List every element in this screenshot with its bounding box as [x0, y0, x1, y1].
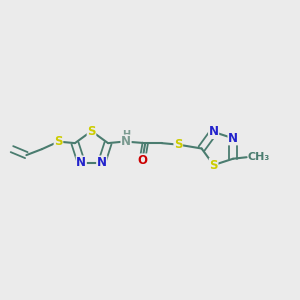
Text: N: N: [97, 156, 107, 169]
Text: O: O: [137, 154, 147, 167]
Text: N: N: [228, 132, 238, 145]
Text: N: N: [121, 135, 131, 148]
Text: S: S: [54, 135, 63, 148]
Text: CH₃: CH₃: [247, 152, 269, 162]
Text: S: S: [174, 138, 182, 151]
Text: N: N: [76, 156, 86, 169]
Text: N: N: [208, 125, 219, 139]
Text: S: S: [87, 124, 96, 138]
Text: H: H: [122, 130, 130, 140]
Text: S: S: [209, 158, 218, 172]
